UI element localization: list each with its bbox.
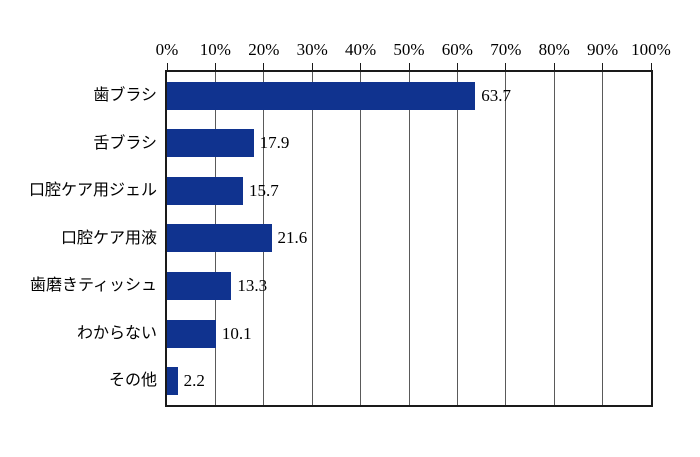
axis-tick-label: 70% xyxy=(490,40,522,59)
bar xyxy=(167,176,243,205)
axis-tick xyxy=(263,63,265,70)
gridline xyxy=(360,72,362,405)
bar xyxy=(167,367,178,396)
bar-row: 10.1 xyxy=(167,310,651,358)
axis-tick-label: 20% xyxy=(248,40,280,59)
axis-tick-label: 90% xyxy=(587,40,619,59)
bar xyxy=(167,272,232,301)
bar-value-label: 63.7 xyxy=(481,85,512,105)
category-label: 口腔ケア用液 xyxy=(60,229,157,247)
axis-tick xyxy=(650,63,652,70)
bar-row: 15.7 xyxy=(167,167,651,215)
axis-tick-label: 60% xyxy=(441,40,473,59)
category-label: 舌ブラシ xyxy=(93,134,157,152)
axis-tick-label: 50% xyxy=(393,40,425,59)
axis-tick-label: 30% xyxy=(296,40,328,59)
bar-row: 63.7 xyxy=(167,72,651,120)
axis-tick xyxy=(602,63,604,70)
category-label: その他 xyxy=(108,372,157,390)
category-label: 歯磨きティッシュ xyxy=(29,277,157,295)
axis-tick xyxy=(505,63,507,70)
gridline xyxy=(408,72,410,405)
axis-tick-label: 40% xyxy=(345,40,377,59)
category-label: 口腔ケア用ジェル xyxy=(28,182,157,200)
bar-value-label: 2.2 xyxy=(183,371,205,391)
axis-tick-label: 0% xyxy=(155,40,179,59)
axis-tick xyxy=(166,63,168,70)
axis-tick xyxy=(553,63,555,70)
bar-value-label: 10.1 xyxy=(221,323,252,343)
axis-tick xyxy=(456,63,458,70)
bar xyxy=(167,129,254,158)
gridline xyxy=(456,72,458,405)
bar-row: 2.2 xyxy=(167,357,651,405)
x-axis-top: 0% 10% 20% 30% 40% 50% 60% 70% 80% 90% 100% xyxy=(0,0,700,70)
category-axis: 歯ブラシ舌ブラシ口腔ケア用ジェル口腔ケア用液歯磨きティッシュわからないその他 xyxy=(0,70,157,407)
gridline xyxy=(505,72,507,405)
bar xyxy=(167,81,476,110)
bar-value-label: 13.3 xyxy=(237,276,268,296)
bar-row: 13.3 xyxy=(167,262,651,310)
axis-tick-label: 80% xyxy=(538,40,570,59)
category-label: わからない xyxy=(76,324,157,342)
gridline xyxy=(553,72,555,405)
plot-area: 63.7 17.9 15.7 21.6 13.3 10.1 2.2 xyxy=(165,70,653,407)
bar-value-label: 21.6 xyxy=(277,228,308,248)
bar xyxy=(167,319,216,348)
bar-value-label: 15.7 xyxy=(248,180,279,200)
axis-tick-label: 100% xyxy=(631,40,671,59)
axis-tick xyxy=(408,63,410,70)
category-label: 歯ブラシ xyxy=(93,87,157,104)
gridline xyxy=(602,72,604,405)
axis-tick-label: 10% xyxy=(199,40,231,59)
axis-tick xyxy=(360,63,362,70)
bar-row: 17.9 xyxy=(167,120,651,168)
bar-row: 21.6 xyxy=(167,215,651,263)
gridline xyxy=(311,72,313,405)
axis-tick xyxy=(311,63,313,70)
bar xyxy=(167,224,272,253)
bar-value-label: 17.9 xyxy=(259,133,290,153)
axis-tick xyxy=(214,63,216,70)
